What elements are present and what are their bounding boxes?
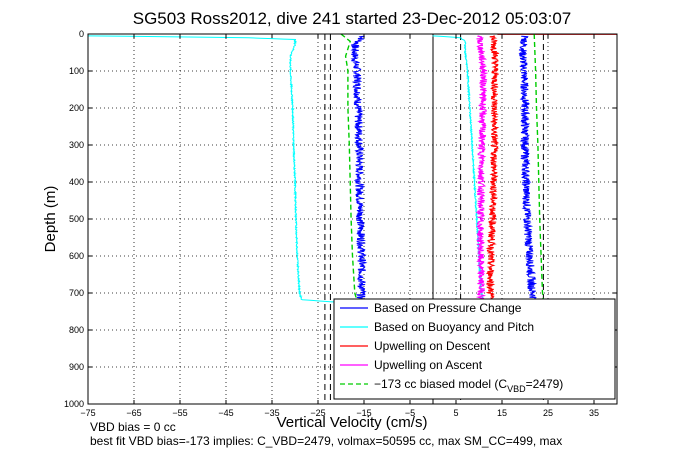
- legend: Based on Pressure Change Based on Buoyanc…: [333, 298, 616, 400]
- legend-label: Based on Pressure Change: [374, 301, 522, 315]
- series-line: [87, 35, 364, 303]
- y-tick-label: 200: [69, 103, 84, 113]
- series-line: [485, 35, 500, 302]
- x-tick-label: 35: [589, 408, 599, 418]
- x-tick-label: −25: [310, 408, 325, 418]
- x-tick-label: −45: [218, 408, 233, 418]
- legend-label: −173 cc biased model (CVBD=2479): [374, 377, 563, 394]
- footnote-vbd-bias: VBD bias = 0 cc: [90, 420, 176, 434]
- series-line: [518, 35, 538, 302]
- series-line: [475, 35, 489, 302]
- y-tick-label: 100: [69, 66, 84, 76]
- y-tick-label: 600: [69, 251, 84, 261]
- series-line: [350, 35, 368, 302]
- y-tick-label: 800: [69, 325, 84, 335]
- y-tick-label: 1000: [64, 399, 84, 409]
- x-tick-label: 5: [453, 408, 458, 418]
- data-series: [87, 33, 617, 303]
- x-tick-label: 25: [543, 408, 553, 418]
- x-tick-label: −15: [356, 408, 371, 418]
- series-line: [340, 33, 358, 302]
- y-tick-label: 400: [69, 177, 84, 187]
- x-tick-label: −35: [264, 408, 279, 418]
- x-axis-label: Vertical Velocity (cm/s): [277, 414, 428, 431]
- x-tick-label: −55: [172, 408, 187, 418]
- legend-label: Upwelling on Descent: [374, 339, 491, 353]
- y-tick-label: 500: [69, 214, 84, 224]
- x-tick-label: −75: [80, 408, 95, 418]
- x-tick-label: 15: [497, 408, 507, 418]
- y-tick-label: 900: [69, 362, 84, 372]
- y-tick-label: 0: [79, 29, 84, 39]
- legend-box: [333, 298, 616, 400]
- y-axis-label: Depth (m): [42, 186, 59, 253]
- legend-label: Based on Buoyancy and Pitch: [374, 320, 534, 334]
- legend-label: Upwelling on Ascent: [374, 358, 483, 372]
- footnote-best-fit: best fit VBD bias=-173 implies: C_VBD=24…: [90, 434, 562, 448]
- x-tick-label: −65: [126, 408, 141, 418]
- chart-title: SG503 Ross2012, dive 241 started 23-Dec-…: [133, 9, 572, 28]
- x-axis-ticks: −75 −65 −55 −45 −35 −25 −15 −5 5 15 25 35: [80, 34, 599, 418]
- x-tick-label: −5: [405, 408, 415, 418]
- y-tick-label: 700: [69, 288, 84, 298]
- series-line: [533, 33, 545, 302]
- y-tick-label: 300: [69, 140, 84, 150]
